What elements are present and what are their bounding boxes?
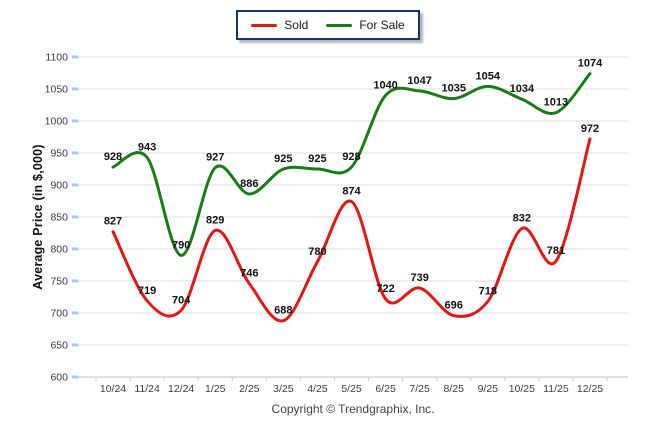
y-tick-label: 950	[50, 148, 68, 160]
sold-data-label: 832	[513, 213, 531, 225]
x-tick-label: 10/24	[100, 383, 126, 395]
x-tick-label: 9/25	[478, 383, 499, 395]
for-sale-data-label: 943	[138, 141, 156, 153]
y-tick-label: 900	[50, 180, 68, 192]
y-tick-label: 650	[50, 340, 68, 352]
for-sale-data-label: 928	[342, 151, 360, 163]
x-tick-label: 6/25	[375, 383, 396, 395]
copyright-text: Copyright © Trendgraphix, Inc.	[271, 402, 435, 416]
y-tick-label: 1100	[45, 52, 68, 64]
sold-data-label: 972	[581, 123, 599, 135]
y-tick-label: 1000	[45, 116, 69, 128]
for-sale-data-label: 1054	[476, 70, 501, 82]
sold-data-label: 780	[308, 246, 326, 258]
y-tick-label: 600	[50, 372, 68, 384]
x-tick-label: 12/24	[168, 383, 194, 395]
for-sale-data-label: 925	[274, 153, 292, 165]
sold-data-label: 829	[206, 214, 224, 226]
for-sale-data-label: 925	[308, 153, 326, 165]
y-tick-label: 1050	[45, 84, 69, 96]
legend-item-sold: Sold	[251, 18, 308, 32]
sold-data-label: 874	[342, 186, 361, 198]
legend-item-for-sale: For Sale	[326, 18, 405, 32]
sold-data-label: 696	[445, 300, 463, 312]
sold-data-label: 704	[172, 294, 191, 306]
y-tick-label: 800	[50, 244, 68, 256]
for-sale-data-label: 928	[104, 151, 122, 163]
for-sale-data-label: 1013	[544, 97, 568, 109]
for-sale-data-label: 1035	[441, 83, 465, 95]
sold-data-label: 718	[479, 285, 497, 297]
for-sale-data-label: 1040	[373, 79, 397, 91]
sold-data-label: 739	[410, 272, 428, 284]
x-tick-label: 11/24	[134, 383, 160, 395]
for-sale-data-label: 1034	[510, 83, 535, 95]
x-tick-label: 8/25	[443, 383, 464, 395]
x-tick-label: 12/25	[577, 383, 603, 395]
for-sale-data-label: 927	[206, 152, 224, 164]
for-sale-data-label: 1047	[407, 75, 431, 87]
sold-data-label: 827	[104, 216, 122, 228]
sold-data-label: 722	[376, 283, 394, 295]
x-tick-label: 7/25	[409, 383, 430, 395]
for-sale-line	[111, 72, 592, 257]
sold-line-swatch	[251, 23, 278, 27]
y-tick-label: 700	[50, 308, 68, 320]
x-tick-label: 4/25	[307, 383, 328, 395]
x-tick-label: 3/25	[273, 383, 294, 395]
y-tick-label: 850	[50, 212, 68, 224]
sold-data-label: 719	[138, 285, 156, 297]
sold-data-label: 746	[240, 268, 258, 280]
legend-label-sold: Sold	[284, 18, 309, 32]
sold-data-label: 688	[274, 305, 292, 317]
x-tick-label: 10/25	[509, 383, 535, 395]
for-sale-data-label: 886	[240, 178, 258, 190]
for-sale-data-label: 790	[172, 239, 190, 251]
x-tick-label: 2/25	[239, 383, 260, 395]
for-sale-line-swatch	[326, 23, 353, 27]
x-tick-label: 5/25	[341, 383, 362, 395]
sold-line	[111, 137, 592, 323]
x-tick-label: 1/25	[205, 383, 226, 395]
sold-data-label: 781	[547, 245, 565, 257]
x-tick-label: 11/25	[543, 383, 569, 395]
for-sale-data-label: 1074	[578, 58, 603, 70]
chart-legend: Sold For Sale	[236, 10, 420, 40]
legend-label-for-sale: For Sale	[359, 18, 405, 32]
y-tick-label: 750	[50, 276, 68, 288]
